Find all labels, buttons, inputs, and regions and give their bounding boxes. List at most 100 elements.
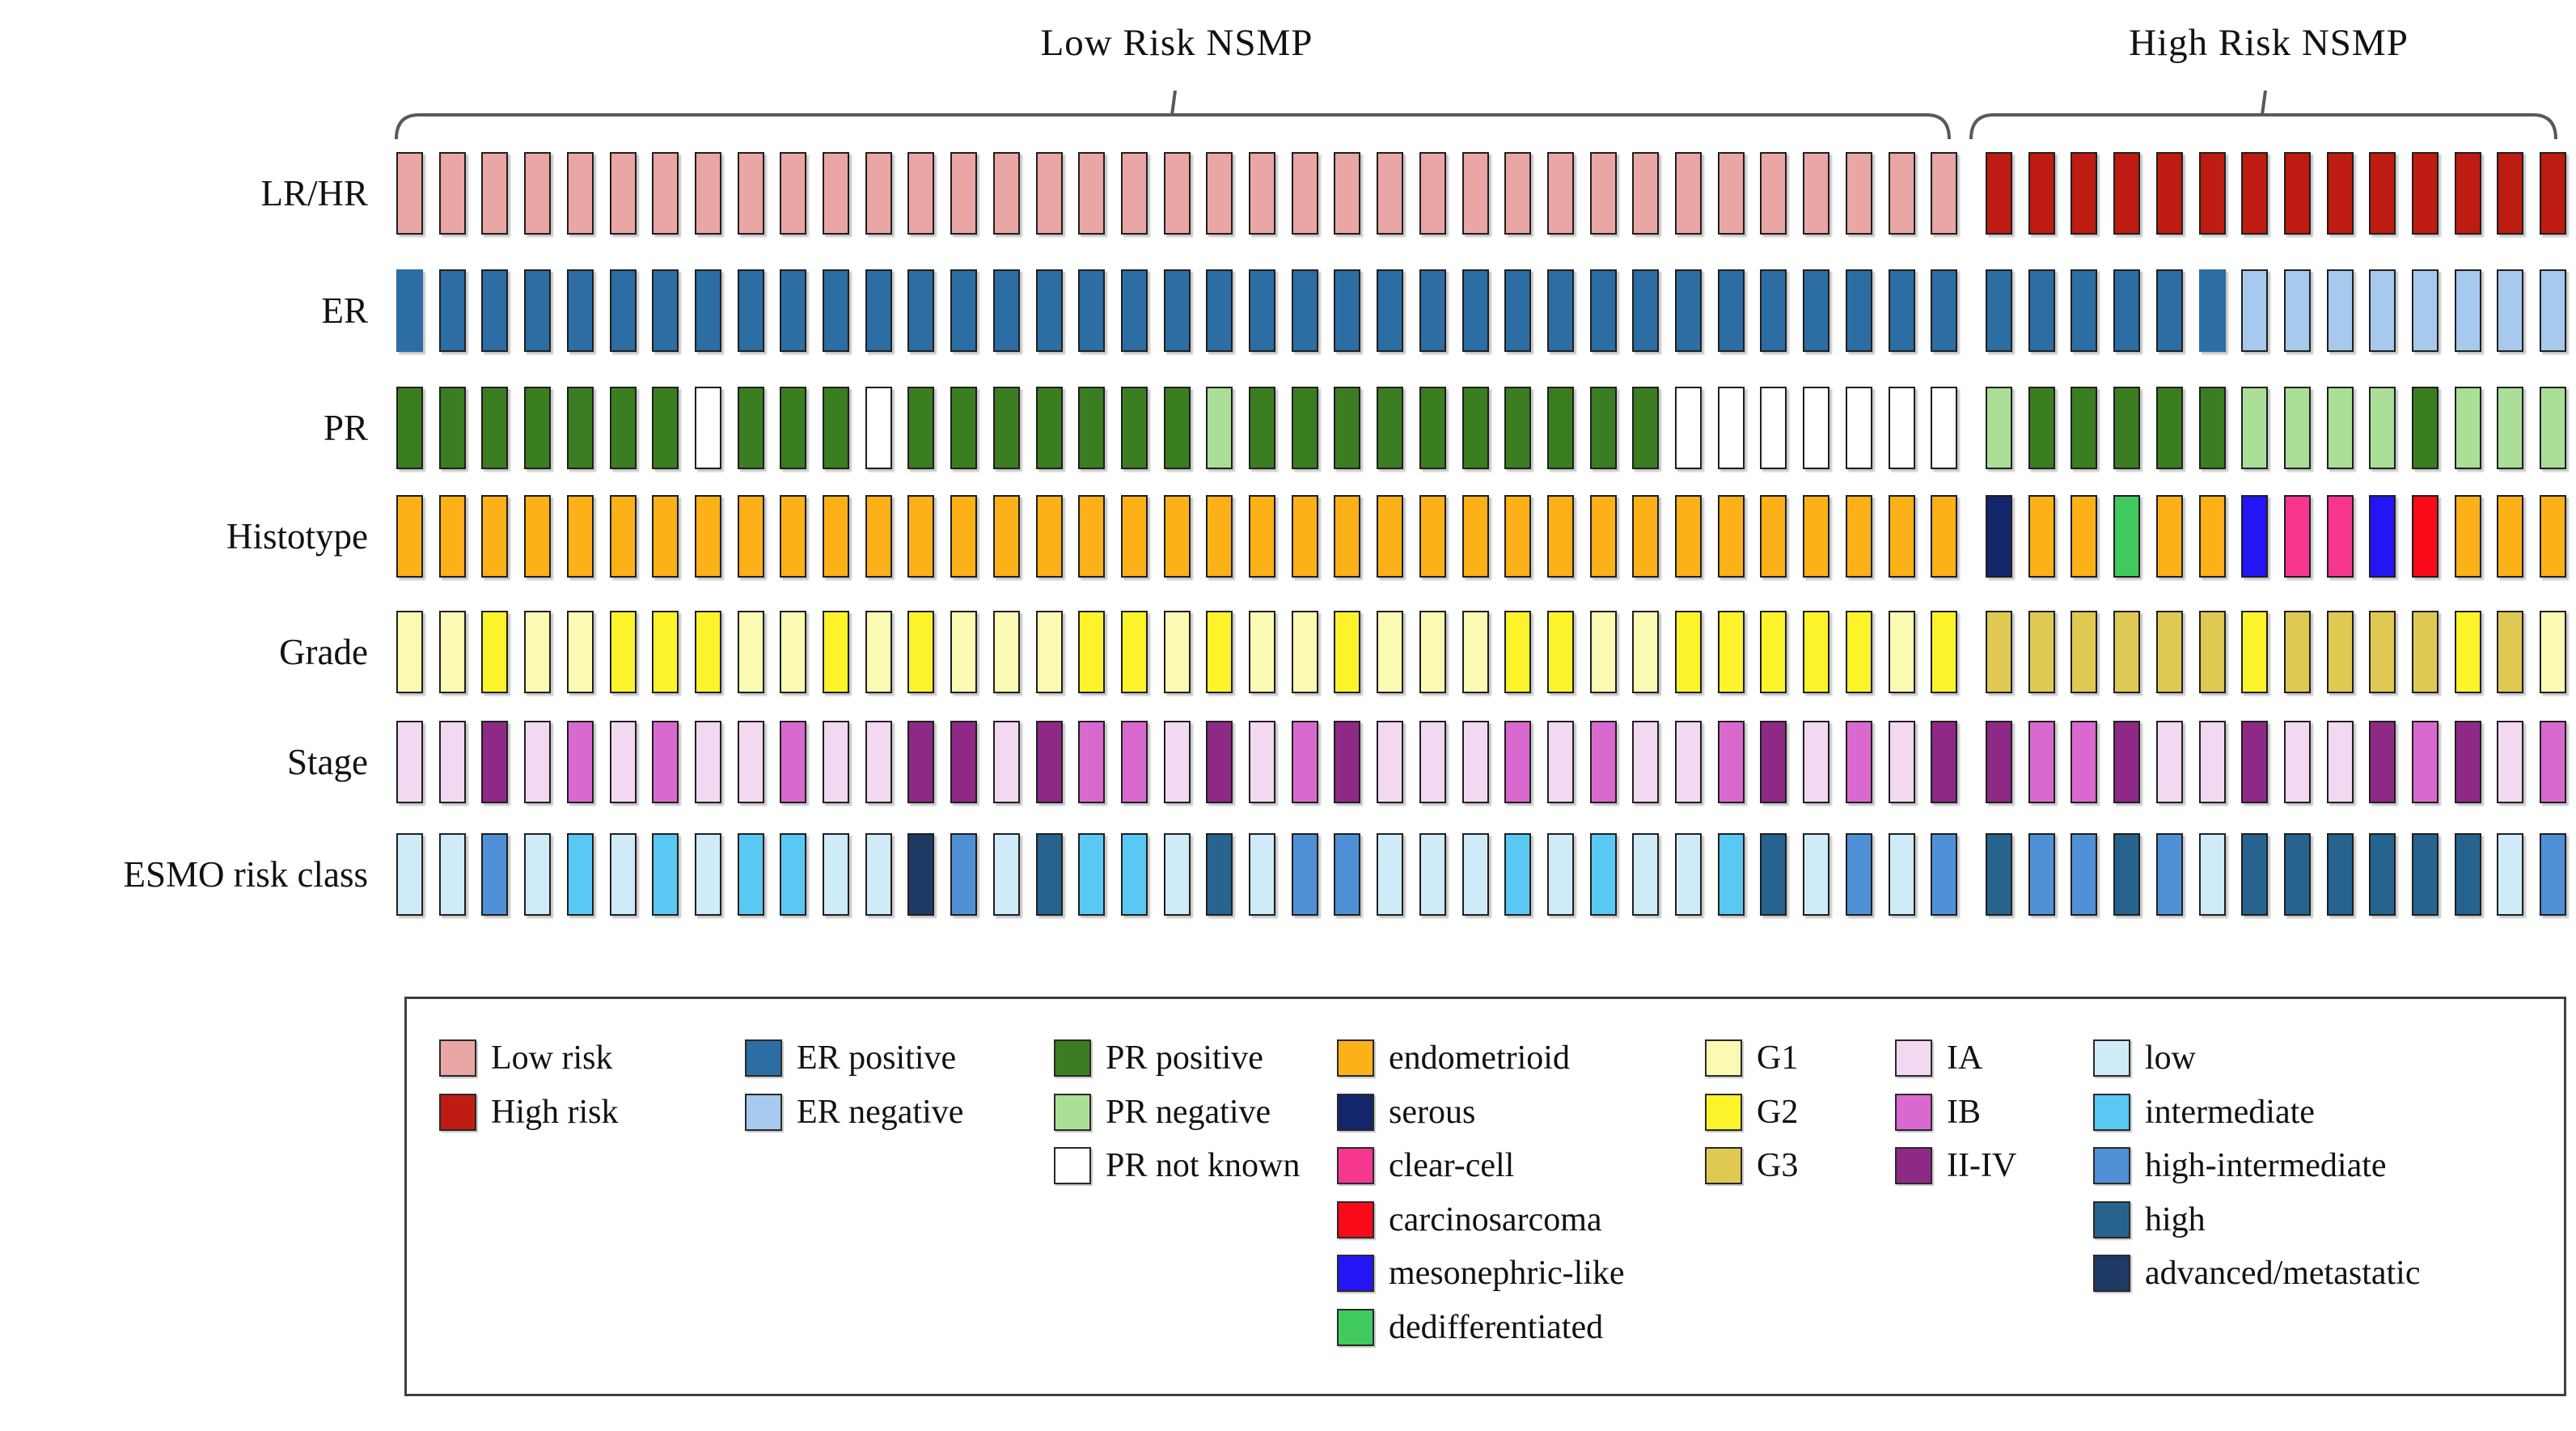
cell-grade-col5 [566,611,594,693]
cell-grade-col26 [1461,611,1489,693]
cell-histotype-col4 [524,495,552,578]
cell-pr-col5 [566,387,594,469]
matrix-row-pr: PR [0,387,2576,469]
legend-swatch-high [2093,1200,2130,1238]
cell-grade-col16 [1035,611,1063,693]
cell-grade-col22 [1291,611,1318,693]
cell-pr-col4 [524,387,552,469]
cell-histotype-col41 [2113,495,2141,578]
cell-pr-col11 [823,387,849,469]
cell-histotype-col50 [2497,495,2524,578]
cell-er-col31 [1675,269,1702,352]
cell-er-col23 [1334,269,1361,352]
cell-histotype-col48 [2412,495,2439,578]
cell-er-col17 [1078,269,1106,352]
cell-er-col21 [1249,269,1275,352]
cell-lrhr-col8 [694,152,721,235]
cell-lrhr-col17 [1078,152,1106,235]
cell-stage-col6 [609,721,637,803]
cell-stage-col3 [481,721,509,803]
cell-lrhr-col2 [438,152,466,235]
cell-pr-col37 [1931,387,1958,469]
cell-er-col20 [1206,269,1233,352]
cell-er-col22 [1291,269,1318,352]
cell-grade-col21 [1249,611,1275,693]
cell-histotype-col16 [1035,495,1063,578]
cell-esmo-col20 [1206,833,1233,916]
cell-er-col48 [2412,269,2439,352]
cell-lrhr-col22 [1291,152,1318,235]
cell-lrhr-col41 [2113,152,2141,235]
cell-grade-col44 [2241,611,2269,693]
row-label-esmo: ESMO risk class [123,854,369,895]
cell-er-col12 [865,269,892,352]
cell-lrhr-col24 [1377,152,1404,235]
cell-esmo-col31 [1675,833,1702,916]
legend-label-high-risk: High risk [491,1093,619,1131]
row-label-lrhr: LR/HR [260,173,368,214]
cell-pr-col51 [2540,387,2567,469]
cell-grade-col2 [438,611,466,693]
cell-stage-col45 [2283,721,2311,803]
cell-grade-col35 [1845,611,1872,693]
cell-er-col41 [2113,269,2141,352]
cell-lrhr-col21 [1249,152,1275,235]
row-label-grade: Grade [279,632,368,672]
cell-stage-col49 [2454,721,2481,803]
cell-histotype-col24 [1377,495,1404,578]
cell-histotype-col27 [1504,495,1532,578]
cell-histotype-col49 [2454,495,2481,578]
cell-esmo-col39 [2028,833,2055,916]
cell-pr-col45 [2283,387,2311,469]
cell-lrhr-col47 [2369,152,2396,235]
cell-er-col32 [1717,269,1745,352]
cell-esmo-col42 [2155,833,2183,916]
cell-er-col44 [2241,269,2269,352]
cell-er-col34 [1803,269,1830,352]
cell-lrhr-col15 [992,152,1020,235]
legend-swatch-high-risk [439,1093,476,1131]
legend-label-ia: IA [1947,1039,1983,1077]
legend-swatch-er-positive [745,1039,782,1077]
cell-pr-col47 [2369,387,2396,469]
cell-stage-col39 [2028,721,2055,803]
cell-grade-col13 [907,611,935,693]
cell-lrhr-col9 [737,152,764,235]
cell-esmo-col10 [780,833,807,916]
cell-er-col38 [1986,269,2012,352]
cell-stage-col46 [2326,721,2354,803]
cell-pr-col25 [1419,387,1446,469]
cell-pr-col33 [1760,387,1787,469]
cell-stage-col40 [2071,721,2098,803]
cell-pr-col46 [2326,387,2354,469]
cell-er-col35 [1845,269,1872,352]
cell-histotype-col45 [2283,495,2311,578]
high-risk-group-title: High Risk NSMP [2129,22,2409,64]
cell-grade-col39 [2028,611,2055,693]
cell-esmo-col34 [1803,833,1830,916]
cell-grade-col19 [1163,611,1191,693]
cell-pr-col2 [438,387,466,469]
cell-histotype-col33 [1760,495,1787,578]
legend-swatch-endometrioid [1337,1039,1374,1077]
legend-label-high-intermediate: high-intermediate [2145,1147,2387,1184]
cell-histotype-col14 [950,495,978,578]
cell-er-col27 [1504,269,1532,352]
cell-lrhr-col40 [2071,152,2098,235]
cell-grade-col11 [823,611,849,693]
legend-swatch-serous [1337,1093,1374,1131]
cell-pr-col35 [1845,387,1872,469]
cell-lrhr-col37 [1931,152,1958,235]
cell-histotype-col36 [1888,495,1915,578]
cell-lrhr-col27 [1504,152,1532,235]
cell-lrhr-col35 [1845,152,1872,235]
cell-grade-col28 [1546,611,1574,693]
cell-er-col28 [1546,269,1574,352]
matrix-row-er: ER [0,269,2576,352]
cell-esmo-col38 [1986,833,2012,916]
cell-stage-col14 [950,721,978,803]
cell-grade-col3 [481,611,509,693]
cell-histotype-col23 [1334,495,1361,578]
cell-pr-col30 [1632,387,1660,469]
cell-stage-col9 [737,721,764,803]
